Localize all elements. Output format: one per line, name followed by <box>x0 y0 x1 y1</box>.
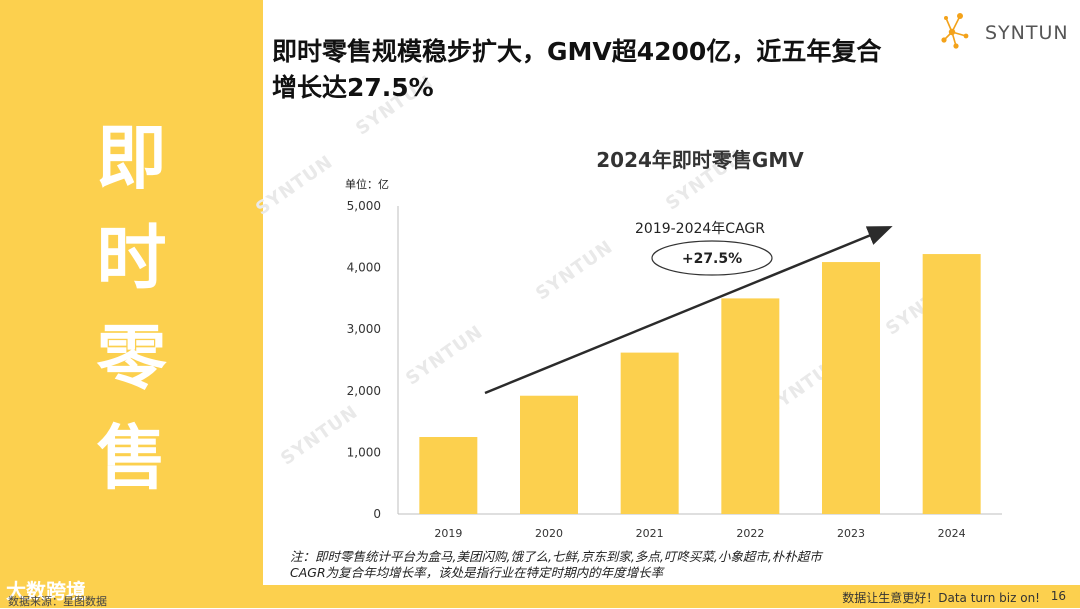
cagr-trend-arrow <box>484 226 893 395</box>
y-tick-label: 1,000 <box>347 445 381 459</box>
gmv-bar-chart: 2024年即时零售GMV 单位：亿 0 1,000 2,000 3,000 4,000 5… <box>345 148 1002 540</box>
sidebar-char-3: 零 <box>96 317 167 399</box>
x-tick-label: 2019 <box>434 527 462 540</box>
y-tick-label: 4,000 <box>347 261 381 275</box>
page-headline: 即时零售规模稳步扩大，GMV超4200亿，近五年复合 增长达27.5% <box>272 34 932 106</box>
sidebar-char-4: 售 <box>96 417 167 499</box>
syntun-logo-icon <box>941 13 969 49</box>
cagr-value: +27.5% <box>682 251 742 267</box>
notes-line-2: CAGR为复合年均增长率，该处是指行业在特定时期内的年度增长率 <box>290 565 664 580</box>
bar-2023 <box>822 262 880 514</box>
x-tick-label: 2023 <box>837 527 865 540</box>
headline-line-1: 即时零售规模稳步扩大，GMV超4200亿，近五年复合 <box>272 37 882 66</box>
bar-2021 <box>620 352 679 514</box>
chart-title: 2024年即时零售GMV <box>596 148 804 172</box>
y-tick-label: 2,000 <box>347 384 381 398</box>
bar-2024 <box>922 254 981 514</box>
sidebar-char-2: 时 <box>96 217 167 299</box>
bar-2022 <box>721 298 780 514</box>
source-text: 数据来源：星图数据 <box>8 595 107 608</box>
footer-bar <box>0 585 1080 608</box>
y-tick-label: 0 <box>373 507 381 521</box>
notes-line-1: 注：即时零售统计平台为盒马,美团闪购,饿了么,七鲜,京东到家,多点,叮咚买菜,小… <box>290 549 822 564</box>
x-tick-label: 2024 <box>938 527 966 540</box>
x-tick-label: 2020 <box>535 527 563 540</box>
cagr-ellipse <box>651 240 773 276</box>
sidebar-panel: 即 时 零 售 <box>0 0 263 585</box>
x-tick-label: 2021 <box>636 527 664 540</box>
cagr-label: 2019-2024年CAGR <box>635 221 765 237</box>
logo-text: SYNTUN <box>985 22 1069 44</box>
unit-label: 单位：亿 <box>345 177 389 191</box>
page-number: 16 <box>1050 589 1066 603</box>
brand-watermark: 大数跨境 <box>6 579 86 603</box>
chart-notes: 注：即时零售统计平台为盒马,美团闪购,饿了么,七鲜,京东到家,多点,叮咚买菜,小… <box>290 549 822 581</box>
sidebar-char-1: 即 <box>96 117 167 199</box>
bar-2019 <box>419 437 478 514</box>
bar-2020 <box>520 395 578 514</box>
y-tick-label: 3,000 <box>347 322 381 336</box>
headline-line-2: 增长达27.5% <box>272 73 434 102</box>
sidebar-title: 即 时 零 售 <box>0 108 263 508</box>
footer-slogan: 数据让生意更好！Data turn biz on! <box>842 591 1040 605</box>
y-tick-label: 5,000 <box>347 199 381 213</box>
x-tick-label: 2022 <box>736 527 764 540</box>
